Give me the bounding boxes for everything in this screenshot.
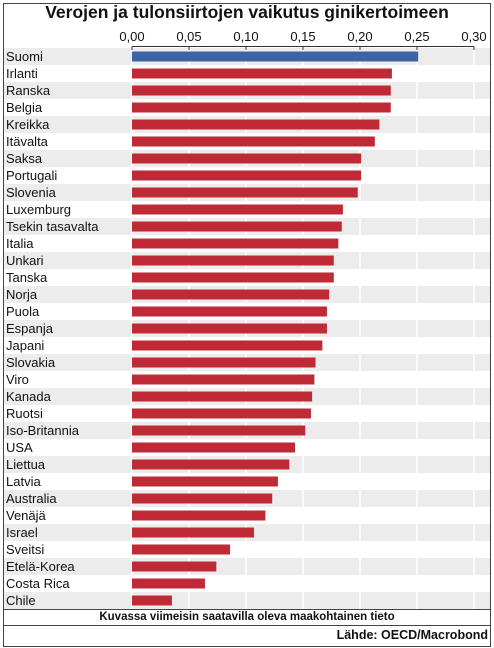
category-label: Saksa [6,151,43,166]
x-tick-label: 0,00 [119,29,144,44]
x-tick-label: 0,05 [176,29,201,44]
x-tick-label: 0,15 [290,29,315,44]
bar-3 [132,102,391,113]
bar-18 [132,357,316,368]
bar-5 [132,136,375,147]
category-label: Israel [6,525,38,540]
category-label: Kanada [6,389,52,404]
category-label: Latvia [6,474,41,489]
row-stripe [4,541,490,558]
category-label: Tanska [6,270,48,285]
category-label: Tsekin tasavalta [6,219,99,234]
row-stripe [4,575,490,592]
x-tick-label: 0,25 [404,29,429,44]
bar-28 [132,527,254,538]
category-label: Belgia [6,100,43,115]
bar-16 [132,323,327,334]
bar-15 [132,306,327,317]
category-label: Viro [6,372,29,387]
category-label: Norja [6,287,38,302]
category-label: Liettua [6,457,46,472]
category-label: Sveitsi [6,542,44,557]
chart-footnote: Kuvassa viimeisin saatavilla oleva maako… [99,611,395,623]
x-tick-label: 0,10 [233,29,258,44]
bar-2 [132,85,391,96]
bar-7 [132,170,362,181]
category-label: Ruotsi [6,406,43,421]
category-label: Venäjä [6,508,47,523]
bar-8 [132,187,358,198]
chart-title: Verojen ja tulonsiirtojen vaikutus ginik… [45,2,449,22]
bar-0 [132,51,419,62]
bar-6 [132,153,362,164]
category-label: Iso-Britannia [6,423,80,438]
bar-25 [132,476,278,487]
x-tick-label: 0,20 [347,29,372,44]
category-label: Suomi [6,49,43,64]
category-label: Irlanti [6,66,38,81]
bar-21 [132,408,311,419]
bar-11 [132,238,339,249]
category-label: Ranska [6,83,51,98]
x-tick-label: 0,30 [461,29,486,44]
bar-19 [132,374,315,385]
category-label: Puola [6,304,40,319]
bar-12 [132,255,334,266]
bar-10 [132,221,342,232]
category-label: Chile [6,593,36,608]
bar-13 [132,272,334,283]
category-label: Japani [6,338,44,353]
row-stripe [4,592,490,609]
category-label: Luxemburg [6,202,71,217]
category-label: Kreikka [6,117,50,132]
bar-1 [132,68,392,79]
category-label: Unkari [6,253,44,268]
category-label: Australia [6,491,57,506]
category-label: Itävalta [6,134,49,149]
category-label: Etelä-Korea [6,559,75,574]
category-label: Slovakia [6,355,56,370]
bar-17 [132,340,323,351]
category-label: Costa Rica [6,576,70,591]
bar-26 [132,493,273,504]
bar-9 [132,204,343,215]
bar-32 [132,595,172,606]
bar-4 [132,119,380,130]
bar-24 [132,459,290,470]
bar-30 [132,561,217,572]
bar-20 [132,391,313,402]
category-label: USA [6,440,33,455]
bar-31 [132,578,205,589]
bar-29 [132,544,231,555]
category-label: Espanja [6,321,54,336]
category-label: Portugali [6,168,57,183]
bar-14 [132,289,330,300]
row-stripe [4,558,490,575]
bar-27 [132,510,266,521]
bar-23 [132,442,296,453]
category-label: Slovenia [6,185,57,200]
bar-22 [132,425,306,436]
category-label: Italia [6,236,34,251]
chart-source: Lähde: OECD/Macrobond [336,628,488,642]
